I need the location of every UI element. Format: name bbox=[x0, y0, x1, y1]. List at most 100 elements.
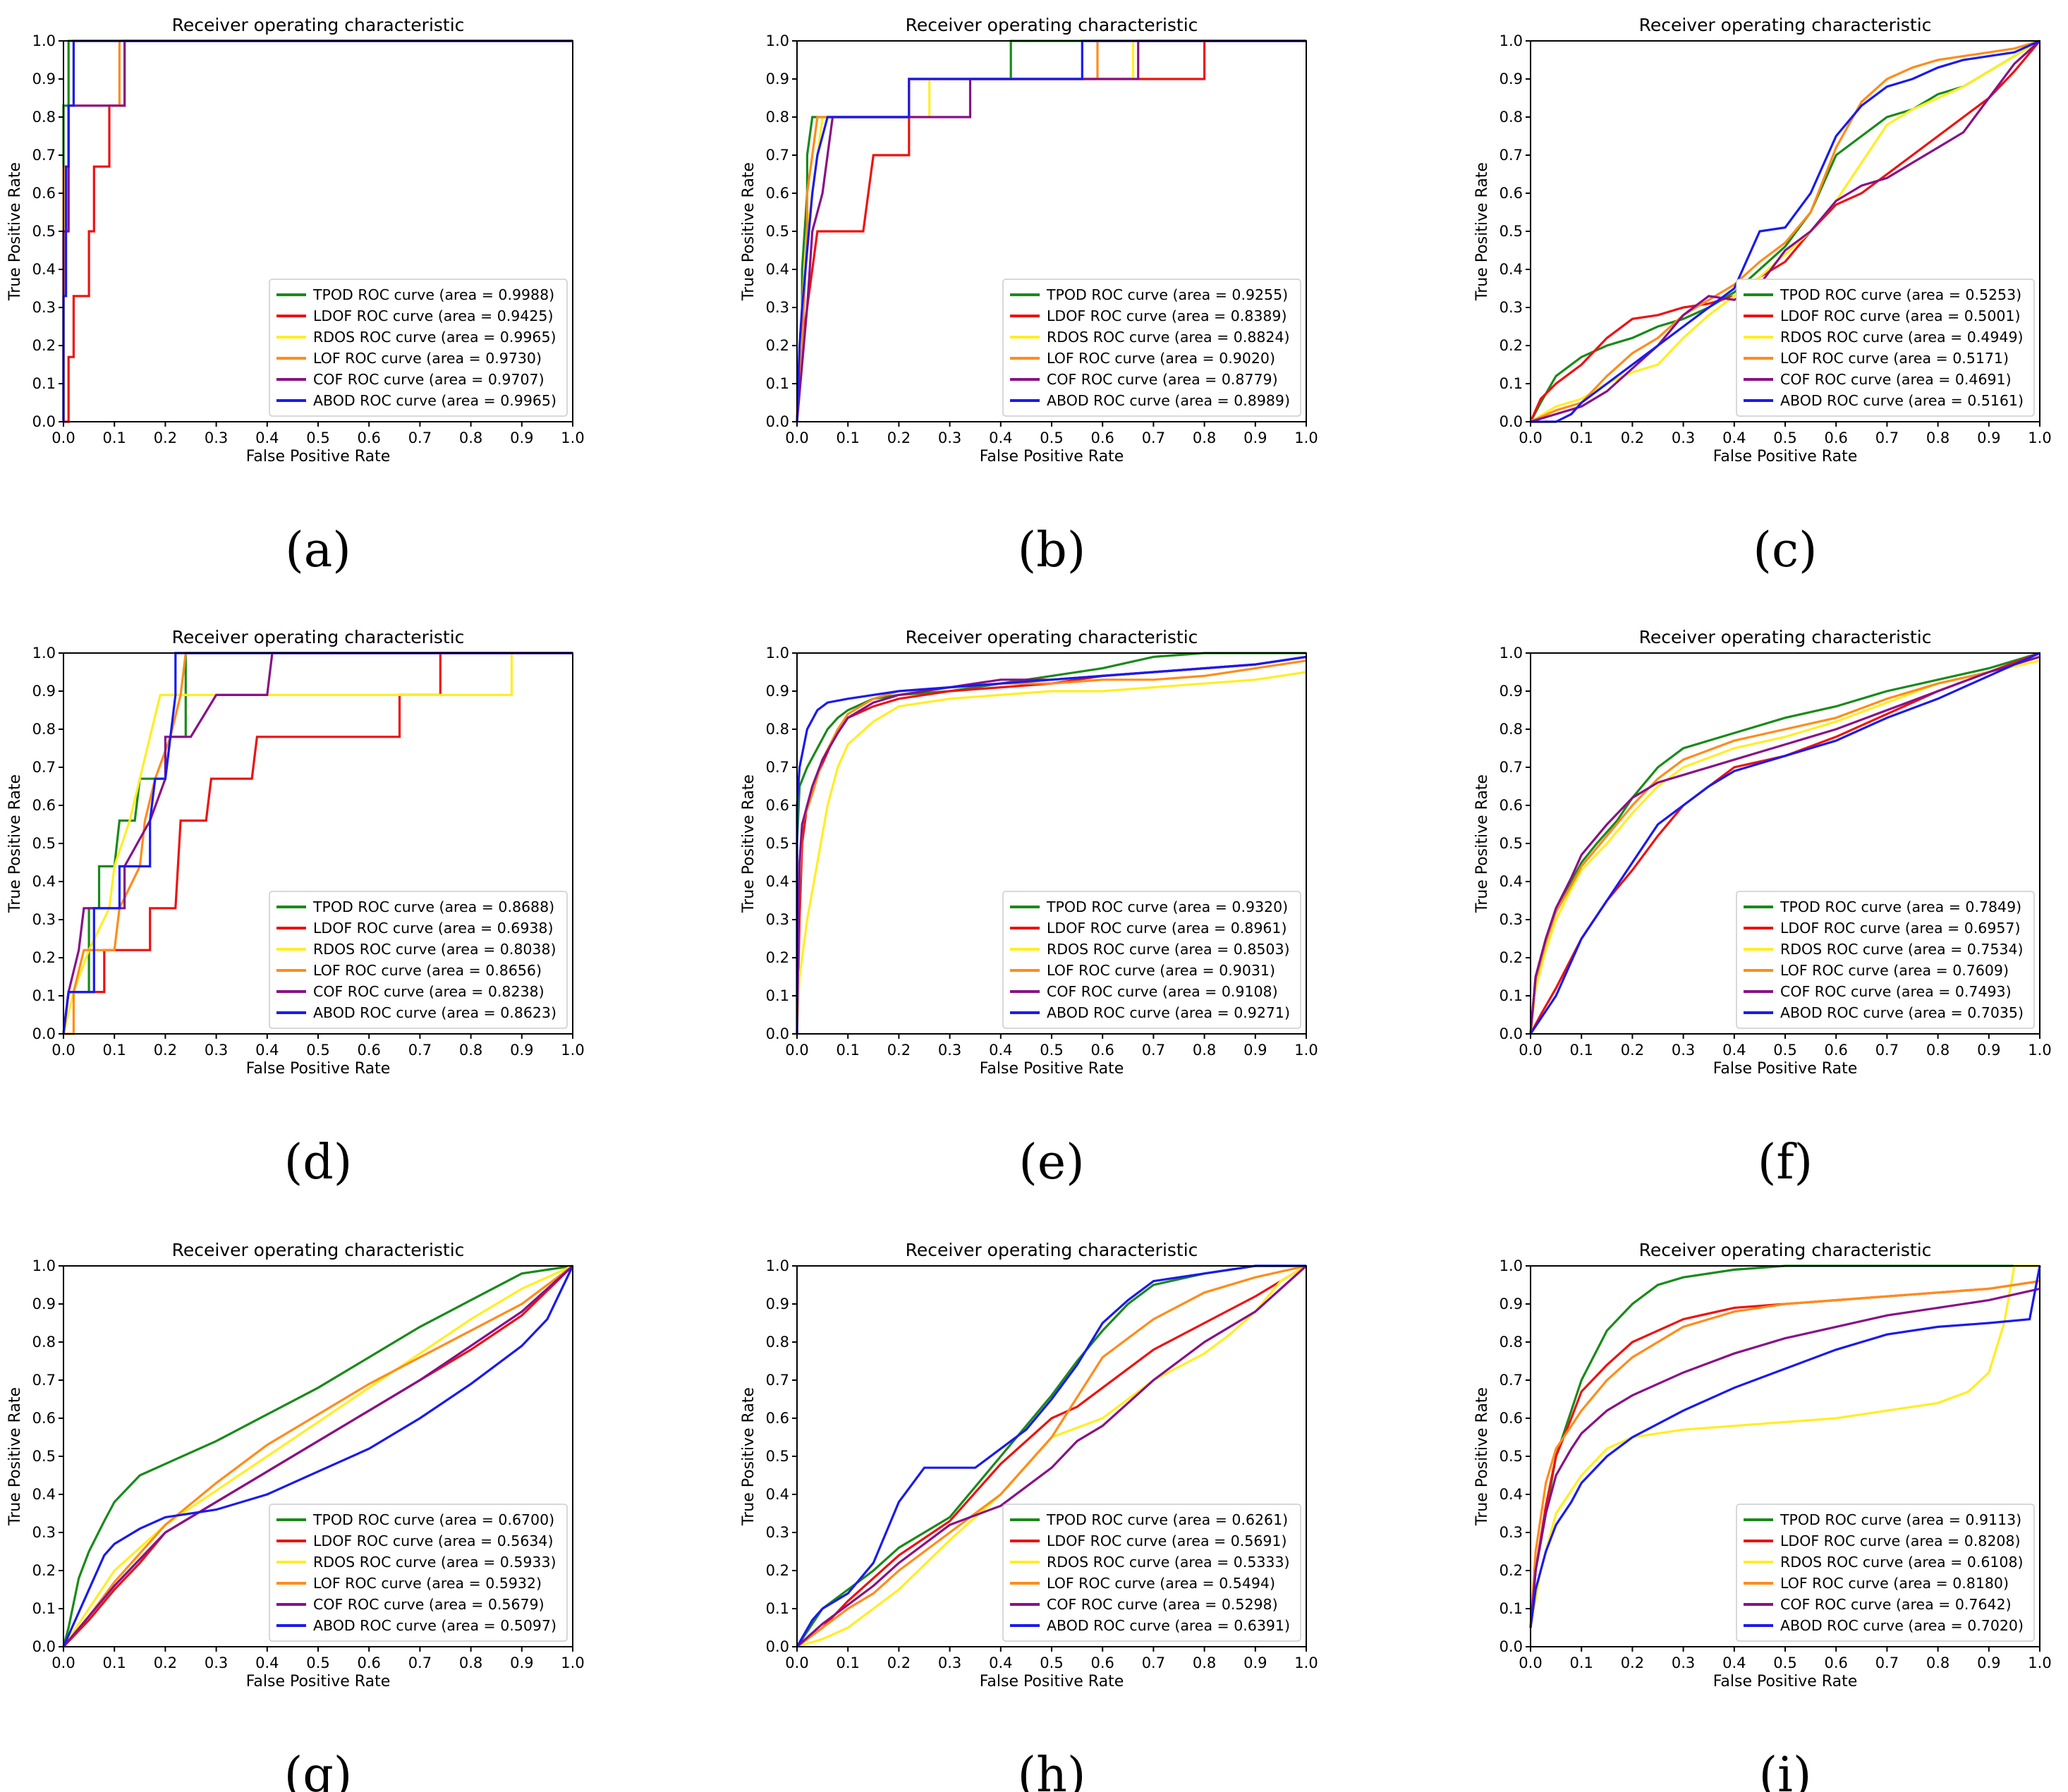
y-axis-label: True Positive Rate bbox=[740, 774, 758, 913]
x-axis-label: False Positive Rate bbox=[246, 448, 390, 465]
legend-box bbox=[269, 279, 568, 417]
y-tick-label: 0.0 bbox=[766, 413, 789, 430]
x-tick-label: 0.2 bbox=[1621, 1654, 1644, 1671]
legend-entry-lof: LOF ROC curve (area = 0.5494) bbox=[1047, 1575, 1275, 1592]
x-tick-label: 0.1 bbox=[1569, 429, 1593, 446]
y-tick-label: 1.0 bbox=[1500, 645, 1523, 662]
y-tick-label: 0.4 bbox=[766, 261, 789, 278]
series-cof-line bbox=[62, 1264, 574, 1648]
x-tick-label: 0.4 bbox=[989, 429, 1012, 446]
x-tick-label: 0.4 bbox=[1722, 1654, 1746, 1671]
series-lof-line bbox=[1529, 1280, 2040, 1628]
x-tick-label: 0.9 bbox=[510, 1654, 533, 1671]
y-axis-label: True Positive Rate bbox=[740, 1387, 758, 1526]
x-tick-label: 0.3 bbox=[205, 429, 228, 446]
x-tick-label: 0.0 bbox=[51, 1042, 75, 1059]
roc-panel-8: Receiver operating characteristic 0.0 0.1 0… bbox=[740, 1240, 1318, 1792]
series-abod-line bbox=[796, 1264, 1306, 1647]
x-tick-label: 0.8 bbox=[1193, 429, 1216, 446]
panel-caption: (f) bbox=[1758, 1135, 1813, 1190]
y-tick-label: 0.0 bbox=[1500, 1025, 1523, 1042]
x-tick-label: 0.2 bbox=[887, 429, 911, 446]
x-tick-label: 0.6 bbox=[357, 1042, 380, 1059]
series-tpod-line bbox=[796, 1264, 1306, 1647]
legend-entry-lof: LOF ROC curve (area = 0.8656) bbox=[313, 962, 542, 979]
y-axis-label: True Positive Rate bbox=[1473, 774, 1491, 913]
y-axis-label: True Positive Rate bbox=[6, 162, 24, 301]
series-rdos-line bbox=[62, 652, 573, 1035]
legend-entry-cof: COF ROC curve (area = 0.7642) bbox=[1780, 1596, 2012, 1613]
legend-entry-abod: ABOD ROC curve (area = 0.9965) bbox=[313, 392, 556, 409]
x-tick-label: 0.7 bbox=[408, 1654, 432, 1671]
series-lof-line bbox=[796, 1264, 1307, 1648]
y-tick-label: 1.0 bbox=[32, 32, 56, 49]
x-tick-label: 0.5 bbox=[1040, 1042, 1063, 1059]
x-tick-label: 0.8 bbox=[1926, 1042, 1950, 1059]
series-abod-line bbox=[62, 652, 573, 1035]
y-tick-label: 0.3 bbox=[1500, 299, 1523, 316]
y-tick-label: 0.1 bbox=[766, 375, 789, 392]
x-axis-label: False Positive Rate bbox=[246, 1060, 390, 1078]
x-tick-label: 1.0 bbox=[2028, 429, 2051, 446]
y-tick-label: 0.6 bbox=[1500, 185, 1523, 202]
x-tick-label: 0.6 bbox=[1824, 1654, 1847, 1671]
x-axis-label: False Positive Rate bbox=[980, 1673, 1124, 1690]
y-tick-label: 1.0 bbox=[1500, 1257, 1523, 1274]
x-tick-label: 0.3 bbox=[938, 1654, 961, 1671]
x-tick-label: 0.6 bbox=[1090, 429, 1114, 446]
x-tick-label: 0.5 bbox=[306, 1654, 329, 1671]
y-tick-label: 0.5 bbox=[1500, 223, 1523, 240]
x-tick-label: 0.6 bbox=[1090, 1042, 1114, 1059]
series-abod-line bbox=[62, 1265, 574, 1647]
roc-panel-6: Receiver operating characteristic 0.0 0.1 0… bbox=[1473, 627, 2052, 1190]
x-axis-label: False Positive Rate bbox=[1713, 1673, 1857, 1690]
y-tick-label: 0.9 bbox=[766, 71, 789, 87]
x-tick-label: 0.7 bbox=[1875, 1654, 1899, 1671]
panel-caption: (g) bbox=[284, 1748, 353, 1792]
series-group bbox=[796, 652, 1307, 1035]
y-tick-label: 0.1 bbox=[32, 987, 56, 1004]
y-tick-label: 0.8 bbox=[32, 1334, 56, 1351]
x-tick-label: 1.0 bbox=[1294, 1654, 1318, 1671]
series-cof-line bbox=[1529, 1287, 2040, 1628]
y-tick-label: 0.5 bbox=[32, 223, 56, 240]
y-tick-label: 0.7 bbox=[32, 147, 56, 164]
y-tick-label: 0.8 bbox=[766, 1334, 789, 1351]
series-cof-line bbox=[796, 1264, 1308, 1648]
legend-entry-ldof: LDOF ROC curve (area = 0.6938) bbox=[313, 920, 553, 937]
x-tick-label: 0.2 bbox=[887, 1654, 911, 1671]
y-tick-label: 0.6 bbox=[32, 797, 56, 814]
chart-title: Receiver operating characteristic bbox=[1639, 15, 1932, 35]
x-tick-label: 0.4 bbox=[989, 1042, 1012, 1059]
x-tick-label: 0.8 bbox=[459, 1654, 482, 1671]
y-axis-label: True Positive Rate bbox=[1473, 162, 1491, 301]
y-axis-label: True Positive Rate bbox=[6, 1387, 24, 1526]
x-tick-label: 0.7 bbox=[1142, 1654, 1165, 1671]
chart-title: Receiver operating characteristic bbox=[172, 15, 465, 35]
legend-entry-tpod: TPOD ROC curve (area = 0.7849) bbox=[1780, 898, 2021, 915]
y-tick-label: 0.5 bbox=[1500, 835, 1523, 852]
x-axis-label: False Positive Rate bbox=[1713, 448, 1857, 465]
y-tick-label: 0.5 bbox=[766, 835, 789, 852]
x-tick-label: 0.0 bbox=[785, 1654, 808, 1671]
legend-box bbox=[1002, 279, 1301, 417]
series-rdos-line bbox=[796, 671, 1307, 1035]
x-tick-label: 0.9 bbox=[1243, 429, 1267, 446]
legend-entry-ldof: LDOF ROC curve (area = 0.9425) bbox=[313, 307, 553, 324]
legend-box bbox=[269, 1504, 568, 1642]
y-tick-label: 0.3 bbox=[766, 911, 789, 928]
y-tick-label: 0.4 bbox=[32, 261, 56, 278]
series-group bbox=[62, 652, 573, 1035]
x-tick-label: 0.6 bbox=[357, 1654, 380, 1671]
legend-entry-lof: LOF ROC curve (area = 0.8180) bbox=[1780, 1575, 2009, 1592]
y-tick-label: 0.1 bbox=[1500, 375, 1523, 392]
series-abod-line bbox=[1529, 1265, 2041, 1628]
x-tick-label: 0.2 bbox=[154, 1042, 177, 1059]
y-tick-label: 0.2 bbox=[1500, 337, 1523, 354]
x-tick-label: 0.3 bbox=[1672, 429, 1695, 446]
legend-box bbox=[1736, 891, 2035, 1029]
x-tick-label: 0.1 bbox=[1569, 1042, 1593, 1059]
x-tick-label: 0.3 bbox=[1672, 1654, 1695, 1671]
y-tick-label: 1.0 bbox=[32, 1257, 56, 1274]
y-tick-label: 0.7 bbox=[32, 1372, 56, 1389]
